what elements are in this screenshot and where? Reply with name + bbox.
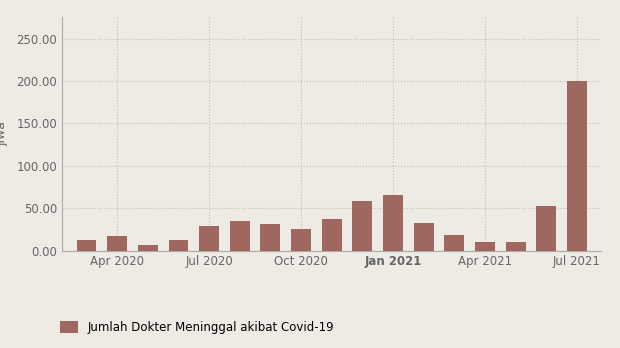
Bar xyxy=(383,195,403,251)
Y-axis label: jiwa: jiwa xyxy=(0,121,8,147)
Bar xyxy=(414,223,433,251)
Bar xyxy=(76,239,97,251)
Bar xyxy=(352,200,372,251)
Bar xyxy=(322,219,342,251)
Bar xyxy=(445,235,464,251)
Bar xyxy=(567,81,587,251)
Bar xyxy=(138,245,157,251)
Legend: Jumlah Dokter Meninggal akibat Covid-19: Jumlah Dokter Meninggal akibat Covid-19 xyxy=(56,316,339,339)
Bar xyxy=(230,221,250,251)
Bar xyxy=(260,224,280,251)
Bar xyxy=(107,236,127,251)
Bar xyxy=(536,206,556,251)
Bar xyxy=(475,242,495,251)
Bar xyxy=(506,242,526,251)
Bar xyxy=(199,226,219,251)
Bar xyxy=(169,239,188,251)
Bar xyxy=(291,229,311,251)
